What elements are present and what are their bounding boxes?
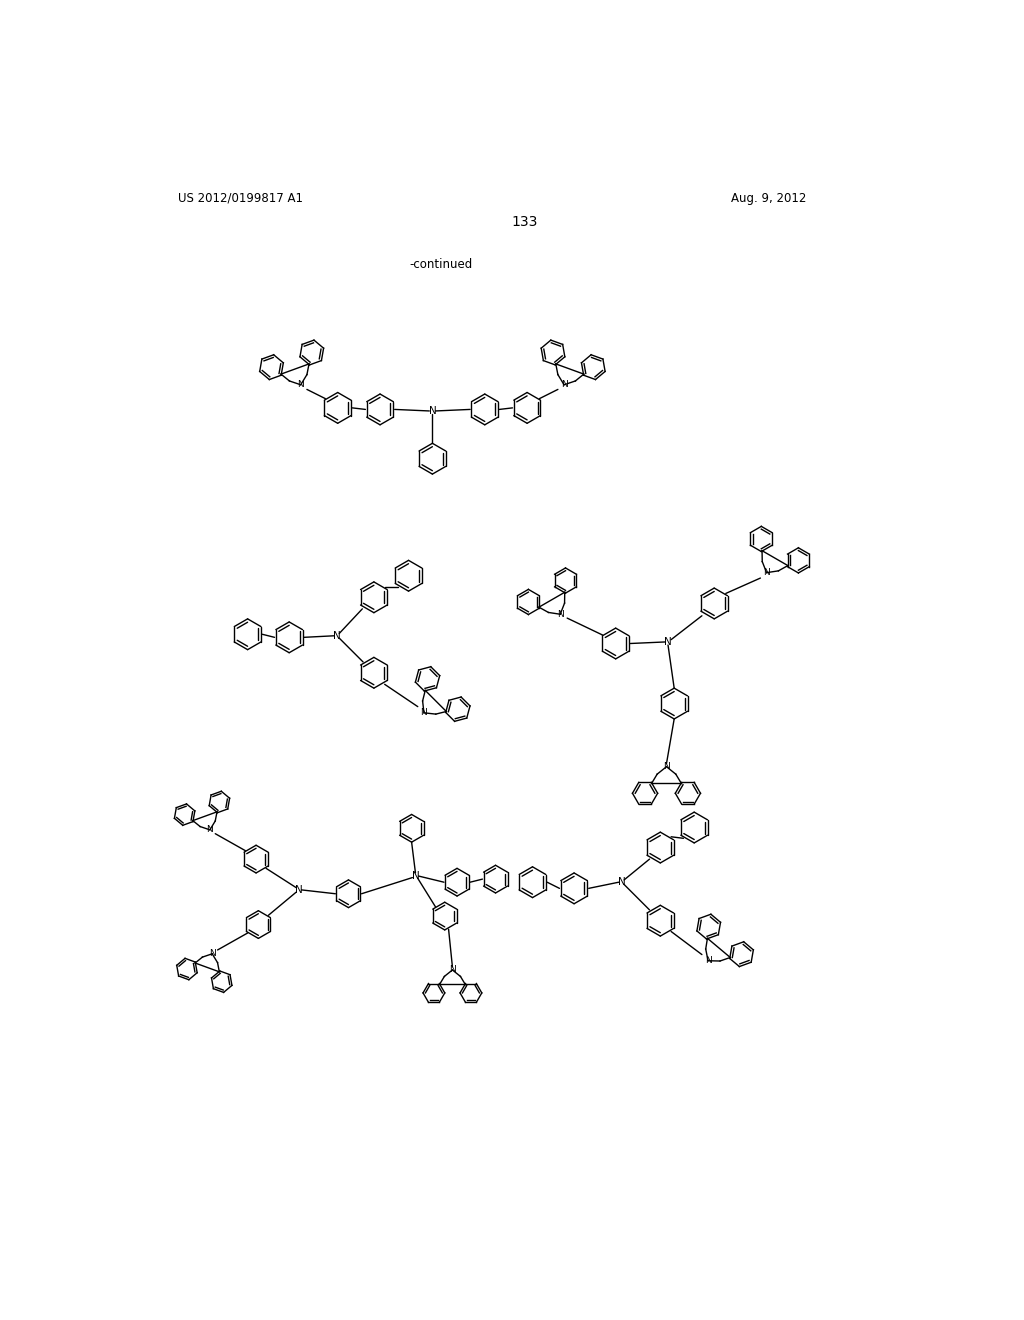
Text: N: N — [207, 825, 213, 834]
Text: N: N — [450, 965, 456, 974]
Text: -continued: -continued — [410, 259, 472, 271]
Text: Aug. 9, 2012: Aug. 9, 2012 — [731, 191, 807, 205]
Text: N: N — [705, 956, 712, 965]
Text: 133: 133 — [512, 215, 538, 228]
Text: N: N — [209, 949, 216, 958]
Text: US 2012/0199817 A1: US 2012/0199817 A1 — [178, 191, 303, 205]
Text: N: N — [557, 610, 563, 619]
Text: N: N — [665, 638, 672, 647]
Text: N: N — [664, 762, 670, 771]
Text: N: N — [561, 380, 567, 389]
Text: N: N — [617, 878, 626, 887]
Text: N: N — [297, 380, 304, 389]
Text: N: N — [412, 871, 420, 880]
Text: N: N — [428, 407, 436, 416]
Text: N: N — [333, 631, 341, 640]
Text: N: N — [763, 568, 770, 577]
Text: N: N — [295, 884, 302, 895]
Text: N: N — [421, 709, 427, 717]
